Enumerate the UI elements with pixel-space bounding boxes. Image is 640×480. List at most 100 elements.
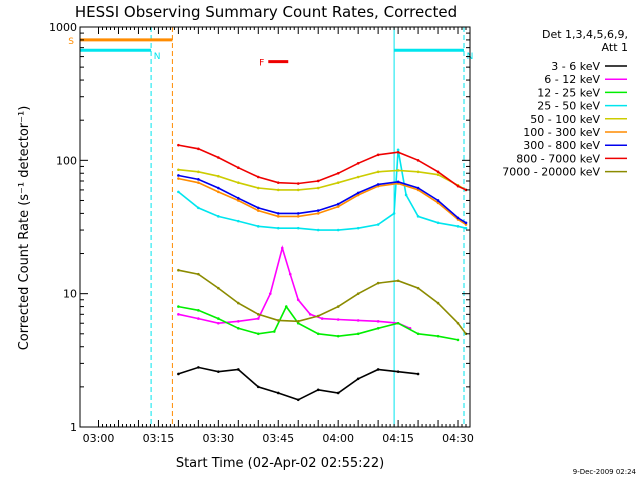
data-point xyxy=(316,388,320,392)
data-point xyxy=(316,179,320,183)
data-point xyxy=(376,368,380,371)
data-point xyxy=(336,334,340,338)
legend-label: 6 - 12 keV xyxy=(544,73,600,86)
data-point xyxy=(268,292,272,295)
data-point xyxy=(217,215,220,218)
data-point xyxy=(237,166,240,170)
series-line xyxy=(178,245,411,330)
data-point xyxy=(237,219,240,223)
data-point xyxy=(296,212,300,215)
data-point xyxy=(197,170,200,174)
data-point xyxy=(296,182,300,185)
data-point xyxy=(356,319,360,322)
data-point xyxy=(237,320,240,323)
data-point xyxy=(296,188,300,192)
data-point xyxy=(456,321,460,325)
data-point xyxy=(436,199,440,202)
data-point xyxy=(416,215,420,218)
plot-frame xyxy=(79,26,471,428)
data-point xyxy=(237,181,240,184)
data-point xyxy=(256,313,260,316)
data-point xyxy=(197,181,200,184)
data-point xyxy=(256,186,260,190)
flag-label: F xyxy=(259,59,264,69)
x-axis: 03:00 03:15 03:30 03:45 04:00 04:15 04:30 xyxy=(83,27,474,445)
data-point xyxy=(436,301,440,305)
data-point xyxy=(336,181,340,184)
x-tick-label: 03:45 xyxy=(262,432,294,445)
legend-label: 7000 - 20000 keV xyxy=(502,166,600,179)
data-point xyxy=(217,317,220,320)
data-point xyxy=(296,298,300,302)
legend-label: 3 - 6 keV xyxy=(551,60,600,73)
data-point xyxy=(217,370,220,373)
data-point xyxy=(316,228,320,232)
data-point xyxy=(177,177,180,180)
data-point xyxy=(416,286,420,290)
series-line xyxy=(178,174,467,224)
data-point xyxy=(296,215,300,218)
data-point xyxy=(296,321,300,325)
data-point xyxy=(197,147,200,151)
x-tick-label: 04:30 xyxy=(442,432,474,445)
data-point xyxy=(396,321,400,325)
data-point xyxy=(197,366,200,369)
data-point xyxy=(177,268,180,272)
data-point xyxy=(217,174,220,178)
legend-label: 800 - 7000 keV xyxy=(516,152,600,165)
y-axis-label: Corrected Count Rate (s⁻¹ detector⁻¹) xyxy=(17,106,32,351)
data-point xyxy=(320,317,324,320)
data-point xyxy=(177,174,180,177)
data-point xyxy=(308,313,312,316)
data-point xyxy=(217,186,220,190)
data-point xyxy=(336,305,340,308)
legend-label: 25 - 50 keV xyxy=(537,100,600,113)
data-point xyxy=(336,171,340,175)
data-point xyxy=(217,286,220,290)
data-point xyxy=(197,206,200,210)
flag-label: N xyxy=(154,52,161,62)
series-line xyxy=(178,366,419,401)
data-point xyxy=(237,368,240,371)
y-tick-label: 1 xyxy=(70,421,77,434)
data-point xyxy=(356,175,360,179)
data-point xyxy=(396,180,400,184)
data-point xyxy=(416,332,420,336)
series-line xyxy=(178,269,467,335)
y-axis: 1 10 100 1000 xyxy=(49,21,470,434)
data-point xyxy=(316,209,320,212)
data-point xyxy=(296,226,300,230)
series-line xyxy=(178,144,467,191)
data-point xyxy=(316,212,320,215)
data-point xyxy=(177,305,180,308)
data-point xyxy=(316,186,320,190)
data-point xyxy=(276,391,280,395)
data-point xyxy=(356,292,360,295)
data-point xyxy=(197,178,200,181)
data-point xyxy=(316,332,320,336)
data-point xyxy=(356,226,360,230)
data-point xyxy=(416,159,420,162)
legend-label: 50 - 100 keV xyxy=(530,113,600,126)
data-point xyxy=(276,188,280,192)
x-tick-label: 04:15 xyxy=(382,432,414,445)
data-point xyxy=(276,226,280,230)
data-point xyxy=(316,314,320,318)
data-point xyxy=(464,226,468,230)
markers-layer: SN NF xyxy=(68,27,473,427)
data-point xyxy=(288,272,292,276)
x-axis-label: Start Time (02-Apr-02 02:55:22) xyxy=(176,456,384,471)
data-point xyxy=(197,272,200,276)
data-point xyxy=(272,330,276,333)
data-point xyxy=(376,281,380,285)
data-point xyxy=(336,202,340,206)
data-point xyxy=(177,168,180,172)
data-point xyxy=(376,153,380,157)
data-point xyxy=(464,221,468,225)
data-point xyxy=(276,181,280,184)
data-point xyxy=(392,212,396,215)
x-tick-label: 03:00 xyxy=(83,432,115,445)
data-point xyxy=(356,193,360,197)
